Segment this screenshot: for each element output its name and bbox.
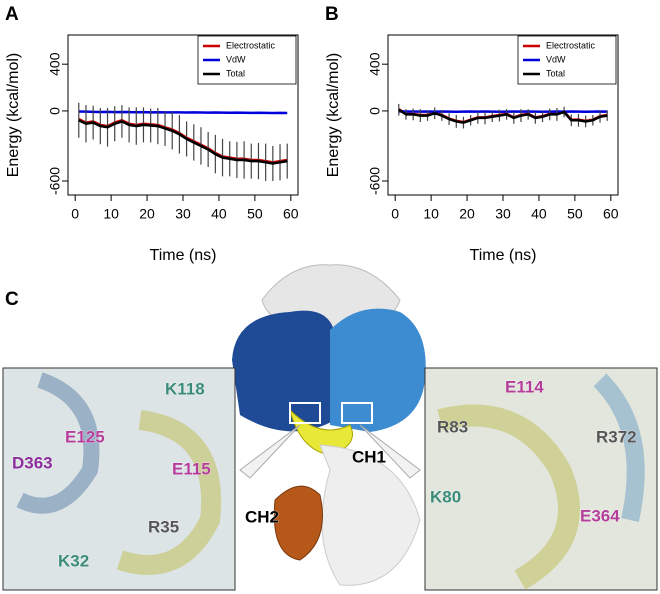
- y-tick-label: -600: [367, 167, 383, 195]
- x-tick-label: 60: [283, 206, 299, 222]
- x-tick-label: 0: [71, 206, 79, 222]
- residue-label: K80: [430, 487, 461, 506]
- x-tick-label: 50: [567, 206, 583, 222]
- x-tick-label: 10: [103, 206, 119, 222]
- residue-label: E125: [65, 427, 105, 446]
- x-tick-label: 30: [495, 206, 511, 222]
- x-axis-title: Time (ns): [150, 247, 217, 264]
- legend-label: Electrostatic: [546, 40, 596, 50]
- series-line: [78, 119, 288, 165]
- x-tick-label: 50: [247, 206, 263, 222]
- x-tick-label: 20: [459, 206, 475, 222]
- residue-label: E114: [505, 377, 544, 396]
- y-tick-label: -600: [47, 167, 63, 195]
- chain-label: CH2: [245, 507, 279, 526]
- x-tick-label: 30: [175, 206, 191, 222]
- left-inset-labels: K118 E125 E115 D363 R35 K32: [12, 379, 211, 571]
- residue-label: R83: [437, 417, 468, 436]
- series-line: [78, 110, 288, 115]
- legend-label: Electrostatic: [226, 40, 276, 50]
- residue-label: R372: [596, 427, 637, 446]
- x-tick-label: 10: [423, 206, 439, 222]
- x-tick-label: 20: [139, 206, 155, 222]
- panel-c-art: [2, 264, 658, 591]
- x-tick-label: 40: [211, 206, 227, 222]
- y-axis-title: Energy (kcal/mol): [5, 53, 22, 177]
- residue-label: K118: [165, 379, 205, 398]
- residue-label: E115: [172, 459, 211, 478]
- x-tick-label: 60: [603, 206, 619, 222]
- y-tick-label: 0: [47, 107, 63, 115]
- legend-label: VdW: [226, 54, 246, 64]
- x-tick-label: 0: [391, 206, 399, 222]
- panel-letter: B: [325, 4, 339, 25]
- right-inset-labels: E114 R83 R372 K80 E364: [430, 377, 637, 526]
- legend-label: VdW: [546, 54, 566, 64]
- residue-label: D363: [12, 453, 53, 472]
- legend-label: Total: [546, 68, 565, 78]
- series-line: [398, 108, 608, 124]
- y-tick-label: 400: [367, 52, 383, 76]
- y-axis-title: Energy (kcal/mol): [325, 53, 342, 177]
- y-tick-label: 400: [47, 52, 63, 76]
- chain-label: CH1: [352, 447, 386, 466]
- x-tick-label: 40: [531, 206, 547, 222]
- residue-label: E364: [580, 506, 620, 525]
- y-tick-label: 0: [367, 107, 383, 115]
- residue-label: R35: [148, 517, 179, 536]
- panel-letter: A: [5, 4, 19, 25]
- panel-letter: C: [5, 289, 19, 310]
- legend-label: Total: [226, 68, 245, 78]
- x-axis-title: Time (ns): [470, 247, 537, 264]
- residue-label: K32: [58, 551, 89, 570]
